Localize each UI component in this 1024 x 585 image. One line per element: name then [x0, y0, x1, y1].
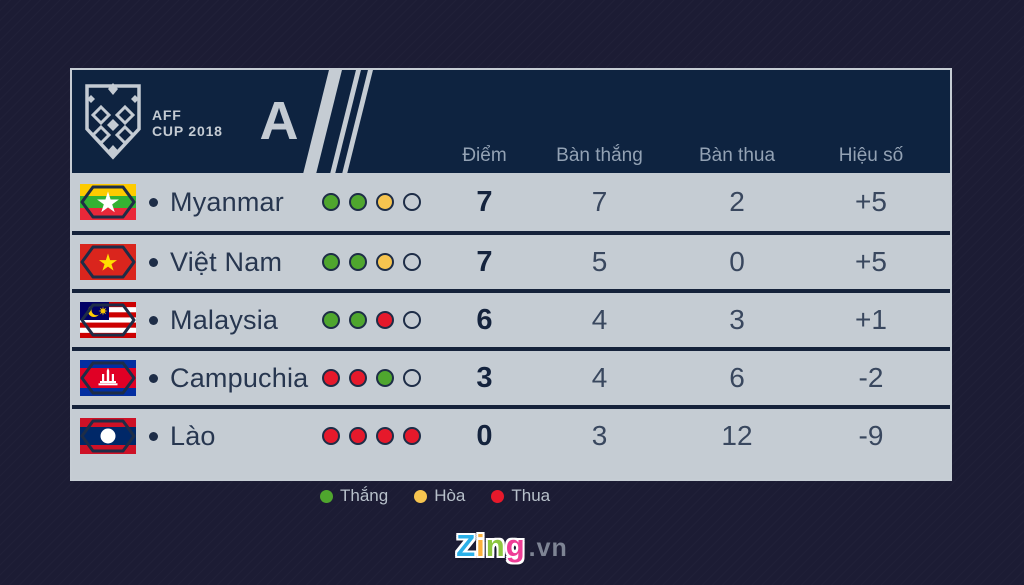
- form-dot-loss-icon: [376, 311, 394, 329]
- form-dot-win-icon: [376, 369, 394, 387]
- zing-logo-letter: n: [485, 528, 506, 563]
- form-dot-loss-icon: [349, 427, 367, 445]
- team-cell: Việt Nam: [72, 244, 322, 280]
- team-name: Campuchia: [170, 362, 309, 393]
- form-dot-none-icon: [403, 193, 421, 211]
- team-bullet: [149, 197, 158, 207]
- zing-logo-letter: g: [505, 528, 526, 563]
- legend-item: Hòa: [414, 486, 465, 506]
- form-dot-win-icon: [349, 311, 367, 329]
- aff-cup-logo-icon: [85, 83, 141, 160]
- form-dots: [322, 311, 437, 329]
- team-flag-icon: [80, 184, 136, 220]
- column-header-goals-for: Bàn thắng: [556, 145, 643, 166]
- team-bullet: [149, 315, 158, 325]
- goals-for-value: 7: [591, 186, 608, 217]
- form-dot-win-icon: [322, 253, 340, 271]
- goal-diff-value: -9: [858, 420, 884, 451]
- column-header-goals-against: Bàn thua: [698, 145, 776, 166]
- form-dot-loss-icon: [322, 369, 340, 387]
- group-letter: A: [259, 91, 299, 151]
- form-dots: [322, 193, 437, 211]
- team-cell: Lào: [72, 418, 322, 454]
- zing-vn-watermark: Zing .vn: [0, 528, 1024, 564]
- table-row: Lào 0 3 12 -9: [72, 405, 950, 463]
- goals-against-value: 6: [729, 362, 745, 393]
- column-header-points: Điểm: [462, 145, 507, 166]
- team-bullet: [149, 257, 158, 267]
- goals-against-value: 12: [721, 420, 753, 451]
- goal-diff-value: -2: [858, 362, 884, 393]
- table-row: Campuchia 3 4 6 -2: [72, 347, 950, 405]
- goals-for-value: 4: [591, 304, 608, 335]
- team-flag-icon: [80, 302, 136, 338]
- competition-title-line1: AFF: [152, 107, 182, 123]
- points-value: 7: [476, 185, 493, 218]
- form-dots: [322, 369, 437, 387]
- zing-logo-suffix: .vn: [528, 534, 568, 562]
- team-cell: Myanmar: [72, 184, 322, 220]
- table-row: Malaysia 6 4 3 +1: [72, 289, 950, 347]
- group-standings-card: AFF CUP 2018 A Điểm Bàn thắng Bàn thua H…: [70, 68, 952, 481]
- goal-diff-value: +5: [855, 186, 887, 217]
- team-flag-icon: [80, 360, 136, 396]
- legend-dot-icon: [491, 489, 505, 503]
- form-dot-loss-icon: [322, 427, 340, 445]
- team-bullet: [149, 373, 158, 383]
- form-dot-draw-icon: [376, 253, 394, 271]
- points-value: 3: [476, 361, 493, 394]
- points-value: 6: [476, 303, 493, 336]
- form-dots: [322, 253, 437, 271]
- goals-against-value: 3: [729, 304, 745, 335]
- competition-title: AFF CUP 2018: [152, 107, 223, 139]
- form-dot-loss-icon: [349, 369, 367, 387]
- column-header-goal-diff: Hiệu số: [838, 145, 904, 166]
- goals-for-value: 5: [591, 246, 608, 277]
- goals-against-value: 0: [729, 246, 745, 277]
- form-legend: Thắng Hòa Thua: [320, 486, 550, 506]
- goal-diff-value: +1: [855, 304, 887, 335]
- team-bullet: [149, 431, 158, 441]
- legend-dot-icon: [320, 489, 333, 503]
- column-headers: Điểm Bàn thắng Bàn thua Hiệu số: [72, 145, 950, 167]
- zing-logo-letter: Z: [456, 528, 477, 563]
- legend-dot-icon: [414, 489, 428, 503]
- goals-against-value: 2: [729, 186, 745, 217]
- team-flag-icon: [80, 244, 136, 280]
- form-dot-none-icon: [403, 311, 421, 329]
- goals-for-value: 4: [591, 362, 608, 393]
- table-row: Việt Nam 7 5 0 +5: [72, 231, 950, 289]
- form-dots: [322, 427, 437, 445]
- goal-diff-value: +5: [855, 246, 887, 277]
- goals-for-value: 3: [591, 420, 608, 451]
- legend-label: Thắng: [340, 486, 389, 505]
- points-value: 0: [476, 419, 493, 452]
- table-rows: Myanmar 7 7 2 +5 Việt Nam 7 5 0 +5: [72, 173, 950, 463]
- form-dot-win-icon: [322, 193, 340, 211]
- form-dot-win-icon: [349, 193, 367, 211]
- competition-title-line2: CUP 2018: [152, 123, 223, 139]
- points-value: 7: [476, 245, 493, 278]
- team-flag-icon: [80, 418, 136, 454]
- form-dot-loss-icon: [376, 427, 394, 445]
- form-dot-draw-icon: [376, 193, 394, 211]
- legend-item: Thua: [491, 486, 550, 506]
- form-dot-win-icon: [349, 253, 367, 271]
- form-dot-win-icon: [322, 311, 340, 329]
- card-header: AFF CUP 2018 A Điểm Bàn thắng Bàn thua H…: [72, 70, 950, 173]
- form-dot-none-icon: [403, 369, 421, 387]
- legend-item: Thắng: [320, 486, 388, 506]
- legend-label: Hòa: [434, 486, 466, 505]
- form-dot-loss-icon: [403, 427, 421, 445]
- team-name: Myanmar: [170, 186, 284, 217]
- team-name: Việt Nam: [170, 246, 283, 277]
- team-name: Lào: [170, 420, 216, 451]
- table-row: Myanmar 7 7 2 +5: [72, 173, 950, 231]
- zing-logo-letter: i: [476, 528, 486, 563]
- legend-label: Thua: [511, 486, 551, 505]
- form-dot-none-icon: [403, 253, 421, 271]
- team-cell: Campuchia: [72, 360, 322, 396]
- team-cell: Malaysia: [72, 302, 322, 338]
- team-name: Malaysia: [170, 304, 279, 335]
